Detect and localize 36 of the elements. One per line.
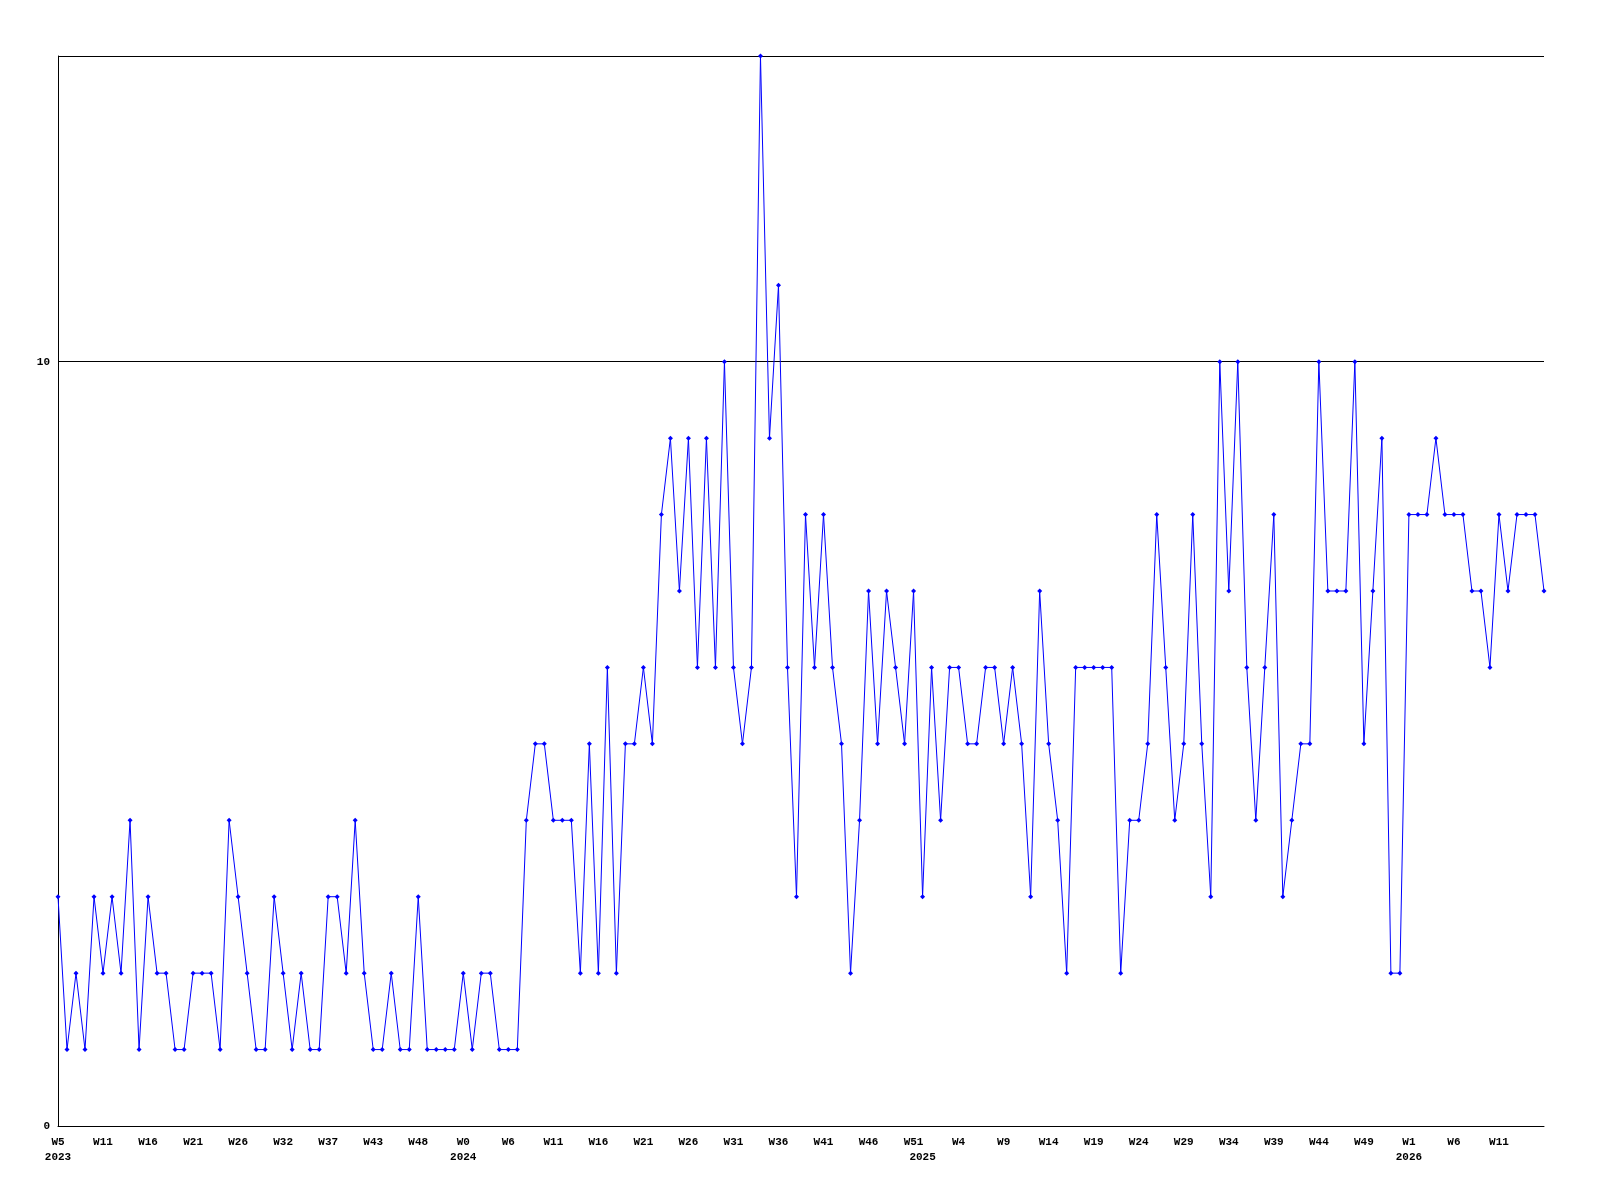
x-tick-label: W43: [363, 1135, 384, 1148]
y-tick-label: 10: [36, 355, 50, 368]
x-tick-label: W14: [1038, 1135, 1059, 1148]
x-tick-label: W6: [1447, 1135, 1461, 1148]
x-tick-label: W16: [138, 1135, 158, 1148]
x-tick-label: W36: [768, 1135, 789, 1148]
x-tick-label: W9: [997, 1135, 1011, 1148]
x-tick-label: W5 2023: [44, 1135, 72, 1163]
x-tick-label: W11: [543, 1135, 564, 1148]
x-tick-label: W44: [1308, 1135, 1330, 1148]
x-tick-label: W11: [93, 1135, 114, 1148]
x-tick-label: W6: [501, 1135, 515, 1148]
x-tick-label: W34: [1218, 1135, 1240, 1148]
x-tick-label: W19: [1083, 1135, 1104, 1148]
x-tick-label: W21: [183, 1135, 204, 1148]
x-tick-label: W16: [588, 1135, 609, 1148]
x-tick-label: W1 2026: [1395, 1135, 1423, 1163]
x-tick-label: W26: [678, 1135, 699, 1148]
x-tick-label: W39: [1263, 1135, 1284, 1148]
x-tick-label: W31: [723, 1135, 744, 1148]
x-tick-label: W37: [318, 1135, 339, 1148]
x-tick-label: W48: [408, 1135, 429, 1148]
x-tick-label: W4: [952, 1135, 966, 1148]
x-tick-label: W41: [813, 1135, 834, 1148]
x-tick-label: W11: [1489, 1135, 1510, 1148]
x-tick-label: W29: [1173, 1135, 1194, 1148]
x-tick-label: W0 2024: [450, 1135, 477, 1163]
x-tick-label: W46: [858, 1135, 879, 1148]
x-tick-label: W26: [228, 1135, 249, 1148]
y-tick-label: 0: [43, 1120, 50, 1132]
x-tick-label: W21: [633, 1135, 654, 1148]
x-tick-label: W51: [903, 1135, 924, 1148]
x-tick-label: W32: [273, 1135, 294, 1148]
x-tick-label: W49: [1353, 1135, 1374, 1148]
x-tick-label: 2025: [909, 1150, 937, 1163]
x-tick-label: W24: [1128, 1135, 1150, 1148]
